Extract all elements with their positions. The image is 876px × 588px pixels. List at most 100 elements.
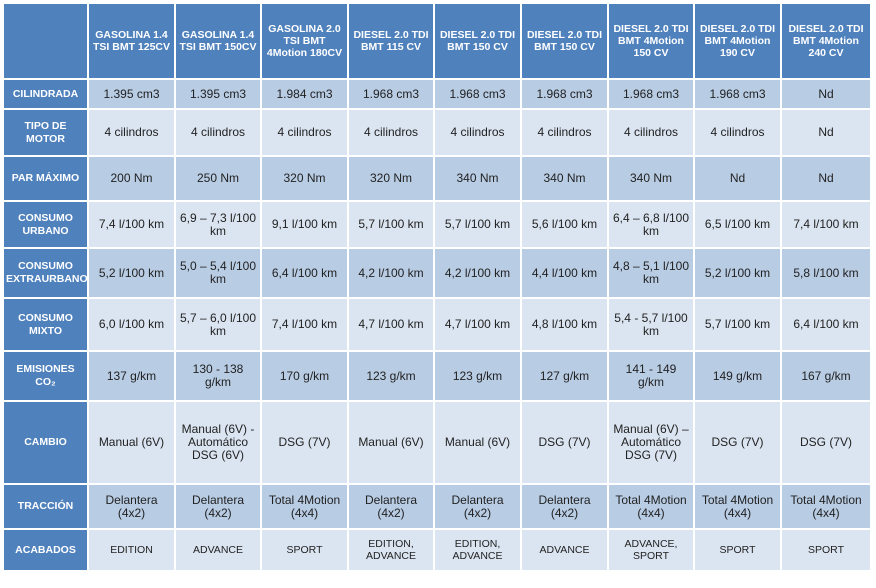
table-cell: 320 Nm <box>260 155 349 202</box>
row-emisiones-co2: EMISIONES CO₂ 137 g/km 130 - 138 g/km 17… <box>2 350 872 402</box>
table-cell: 5,0 – 5,4 l/100 km <box>174 247 262 299</box>
row-consumo-extraurbano: CONSUMO EXTRAURBANO 5,2 l/100 km 5,0 – 5… <box>2 247 872 299</box>
column-header: DIESEL 2.0 TDI BMT 4Motion 190 CV <box>693 2 782 80</box>
table-cell: Delantera (4x2) <box>520 483 609 530</box>
table-cell: 1.968 cm3 <box>607 78 695 110</box>
table-cell: Delantera (4x2) <box>174 483 262 530</box>
table-cell: Delantera (4x2) <box>347 483 435 530</box>
table-cell: EDITION <box>87 528 176 572</box>
table-cell: 170 g/km <box>260 350 349 402</box>
row-cilindrada: CILINDRADA 1.395 cm3 1.395 cm3 1.984 cm3… <box>2 78 872 110</box>
row-consumo-urbano: CONSUMO URBANO 7,4 l/100 km 6,9 – 7,3 l/… <box>2 200 872 249</box>
table-cell: 5,4 - 5,7 l/100 km <box>607 297 695 352</box>
table-cell: 4 cilindros <box>347 108 435 157</box>
table-cell: Manual (6V) <box>347 400 435 485</box>
table-cell: Total 4Motion (4x4) <box>607 483 695 530</box>
table-cell: 4,8 l/100 km <box>520 297 609 352</box>
table-cell: 4,4 l/100 km <box>520 247 609 299</box>
table-cell: 6,9 – 7,3 l/100 km <box>174 200 262 249</box>
table-cell: 7,4 l/100 km <box>87 200 176 249</box>
row-label: CONSUMO MIXTO <box>2 297 89 352</box>
row-cambio: CAMBIO Manual (6V) Manual (6V) - Automát… <box>2 400 872 485</box>
table-cell: 4,2 l/100 km <box>433 247 522 299</box>
table-cell: 6,0 l/100 km <box>87 297 176 352</box>
table-cell: 1.395 cm3 <box>87 78 176 110</box>
table-cell: ADVANCE <box>174 528 262 572</box>
table-cell: 1.968 cm3 <box>347 78 435 110</box>
table-cell: 4,2 l/100 km <box>347 247 435 299</box>
row-label: EMISIONES CO₂ <box>2 350 89 402</box>
table-cell: DSG (7V) <box>260 400 349 485</box>
table-cell: 5,2 l/100 km <box>87 247 176 299</box>
table-cell: SPORT <box>780 528 872 572</box>
table-cell: 340 Nm <box>520 155 609 202</box>
table-cell: 340 Nm <box>433 155 522 202</box>
table-cell: 6,4 l/100 km <box>260 247 349 299</box>
row-acabados: ACABADOS EDITION ADVANCE SPORT EDITION, … <box>2 528 872 572</box>
table-cell: 5,6 l/100 km <box>520 200 609 249</box>
table-cell: 4,7 l/100 km <box>347 297 435 352</box>
table-cell: Delantera (4x2) <box>433 483 522 530</box>
column-header: DIESEL 2.0 TDI BMT 4Motion 150 CV <box>607 2 695 80</box>
table-cell: 200 Nm <box>87 155 176 202</box>
table-cell: 130 - 138 g/km <box>174 350 262 402</box>
row-traccion: TRACCIÓN Delantera (4x2) Delantera (4x2)… <box>2 483 872 530</box>
table-cell: 4 cilindros <box>607 108 695 157</box>
table-cell: Manual (6V) - Automático DSG (6V) <box>174 400 262 485</box>
table-cell: DSG (7V) <box>520 400 609 485</box>
column-header: GASOLINA 1.4 TSI BMT 150CV <box>174 2 262 80</box>
table-cell: 6,4 l/100 km <box>780 297 872 352</box>
row-consumo-mixto: CONSUMO MIXTO 6,0 l/100 km 5,7 – 6,0 l/1… <box>2 297 872 352</box>
table-cell: Manual (6V) <box>433 400 522 485</box>
table-cell: 137 g/km <box>87 350 176 402</box>
table-cell: 6,5 l/100 km <box>693 200 782 249</box>
table-cell: 4,8 – 5,1 l/100 km <box>607 247 695 299</box>
row-label: CONSUMO EXTRAURBANO <box>2 247 89 299</box>
table-cell: 1.968 cm3 <box>520 78 609 110</box>
column-header: DIESEL 2.0 TDI BMT 115 CV <box>347 2 435 80</box>
column-header: DIESEL 2.0 TDI BMT 4Motion 240 CV <box>780 2 872 80</box>
table-cell: SPORT <box>693 528 782 572</box>
table-cell: Total 4Motion (4x4) <box>260 483 349 530</box>
table-cell: 7,4 l/100 km <box>260 297 349 352</box>
table-cell: 1.984 cm3 <box>260 78 349 110</box>
table-cell: 340 Nm <box>607 155 695 202</box>
table-cell: 123 g/km <box>433 350 522 402</box>
table-cell: 4 cilindros <box>260 108 349 157</box>
row-label: CONSUMO URBANO <box>2 200 89 249</box>
column-header: GASOLINA 2.0 TSI BMT 4Motion 180CV <box>260 2 349 80</box>
table-cell: 149 g/km <box>693 350 782 402</box>
table-cell: 5,7 l/100 km <box>693 297 782 352</box>
header-corner <box>2 2 89 80</box>
row-label: CAMBIO <box>2 400 89 485</box>
row-label: PAR MÁXIMO <box>2 155 89 202</box>
table-cell: 4 cilindros <box>174 108 262 157</box>
table-cell: 123 g/km <box>347 350 435 402</box>
table-cell: Total 4Motion (4x4) <box>780 483 872 530</box>
table-cell: 127 g/km <box>520 350 609 402</box>
table-cell: DSG (7V) <box>693 400 782 485</box>
table-cell: 141 - 149 g/km <box>607 350 695 402</box>
column-header: GASOLINA 1.4 TSI BMT 125CV <box>87 2 176 80</box>
row-label: TIPO DE MOTOR <box>2 108 89 157</box>
table-cell: 4,7 l/100 km <box>433 297 522 352</box>
table-cell: 4 cilindros <box>693 108 782 157</box>
row-label: ACABADOS <box>2 528 89 572</box>
table-cell: Total 4Motion (4x4) <box>693 483 782 530</box>
table-cell: 7,4 l/100 km <box>780 200 872 249</box>
table-cell: 4 cilindros <box>520 108 609 157</box>
table-cell: EDITION, ADVANCE <box>347 528 435 572</box>
table-cell: 5,2 l/100 km <box>693 247 782 299</box>
row-par-maximo: PAR MÁXIMO 200 Nm 250 Nm 320 Nm 320 Nm 3… <box>2 155 872 202</box>
table-cell: Nd <box>780 108 872 157</box>
table-cell: 9,1 l/100 km <box>260 200 349 249</box>
table-cell: Nd <box>780 78 872 110</box>
table-cell: ADVANCE, SPORT <box>607 528 695 572</box>
table-cell: SPORT <box>260 528 349 572</box>
row-label: CILINDRADA <box>2 78 89 110</box>
table-cell: 1.395 cm3 <box>174 78 262 110</box>
table-cell: 320 Nm <box>347 155 435 202</box>
table-cell: 4 cilindros <box>87 108 176 157</box>
table-cell: Manual (6V) – Automático DSG (7V) <box>607 400 695 485</box>
table-cell: 5,7 – 6,0 l/100 km <box>174 297 262 352</box>
